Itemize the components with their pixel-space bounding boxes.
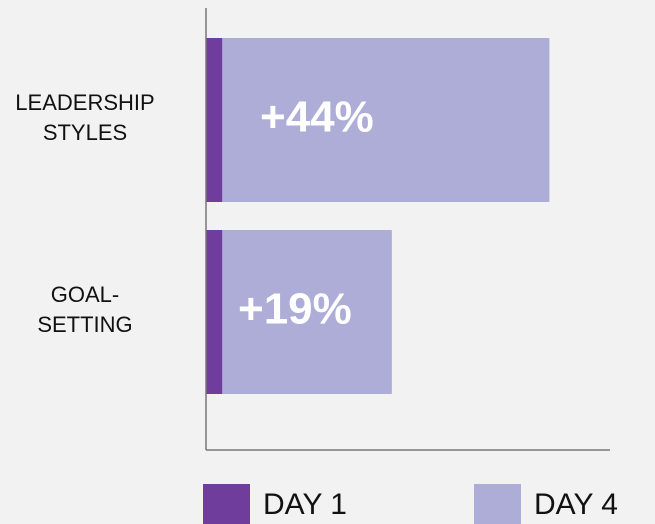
category-label: LEADERSHIP STYLES <box>15 90 155 145</box>
bar-annotation: +44% <box>260 93 374 142</box>
legend-swatch <box>474 484 521 524</box>
legend-swatch <box>203 484 250 524</box>
bar <box>206 230 223 394</box>
legend-label: DAY 1 <box>263 488 347 521</box>
category-label: GOAL-SETTING <box>37 282 133 337</box>
bar <box>206 230 392 394</box>
bar <box>206 38 223 202</box>
bar <box>206 38 550 202</box>
legend-label: DAY 4 <box>534 488 618 521</box>
bar-annotation: +19% <box>238 285 352 334</box>
